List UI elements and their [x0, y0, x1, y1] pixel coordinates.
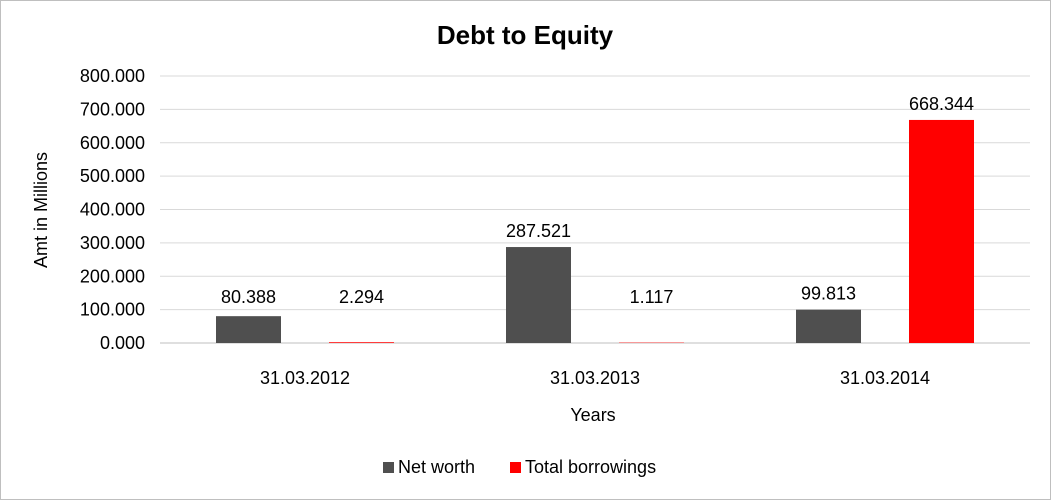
chart-title: Debt to Equity [437, 20, 614, 50]
x-axis-ticks: 31.03.2012 31.03.2013 31.03.2014 [260, 368, 930, 388]
legend: Net worth Total borrowings [383, 457, 656, 477]
x-tick-label: 31.03.2013 [550, 368, 640, 388]
legend-label-total-borrowings: Total borrowings [525, 457, 656, 477]
x-tick-label: 31.03.2012 [260, 368, 350, 388]
bar-total-borrowings [329, 342, 394, 343]
data-label: 668.344 [909, 94, 974, 114]
bar-net-worth [796, 309, 861, 343]
legend-label-net-worth: Net worth [398, 457, 475, 477]
legend-swatch-total-borrowings [510, 462, 521, 473]
y-tick-label: 0.000 [100, 333, 145, 353]
bars [216, 119, 974, 344]
bar-net-worth [216, 316, 281, 343]
y-tick-label: 100.000 [80, 300, 145, 320]
legend-swatch-net-worth [383, 462, 394, 473]
data-label: 80.388 [221, 287, 276, 307]
gridlines [160, 75, 1030, 344]
y-axis-ticks: 0.000 100.000 200.000 300.000 400.000 500.000… [80, 66, 145, 353]
data-label: 99.813 [801, 284, 856, 304]
data-labels: 80.388 2.294 287.521 1.117 99.813 668.344 [221, 94, 974, 307]
y-tick-label: 800.000 [80, 66, 145, 86]
x-tick-label: 31.03.2014 [840, 368, 930, 388]
y-tick-label: 200.000 [80, 266, 145, 286]
y-tick-label: 400.000 [80, 200, 145, 220]
y-tick-label: 600.000 [80, 133, 145, 153]
data-label: 1.117 [630, 287, 674, 307]
y-tick-label: 700.000 [80, 99, 145, 119]
data-label: 287.521 [506, 221, 571, 241]
y-tick-label: 300.000 [80, 233, 145, 253]
x-axis-label: Years [570, 405, 615, 425]
bar-net-worth [506, 247, 571, 343]
bar-total-borrowings [909, 119, 974, 344]
data-label: 2.294 [339, 287, 384, 307]
y-tick-label: 500.000 [80, 166, 145, 186]
y-axis-label: Amt in Millions [31, 152, 51, 268]
